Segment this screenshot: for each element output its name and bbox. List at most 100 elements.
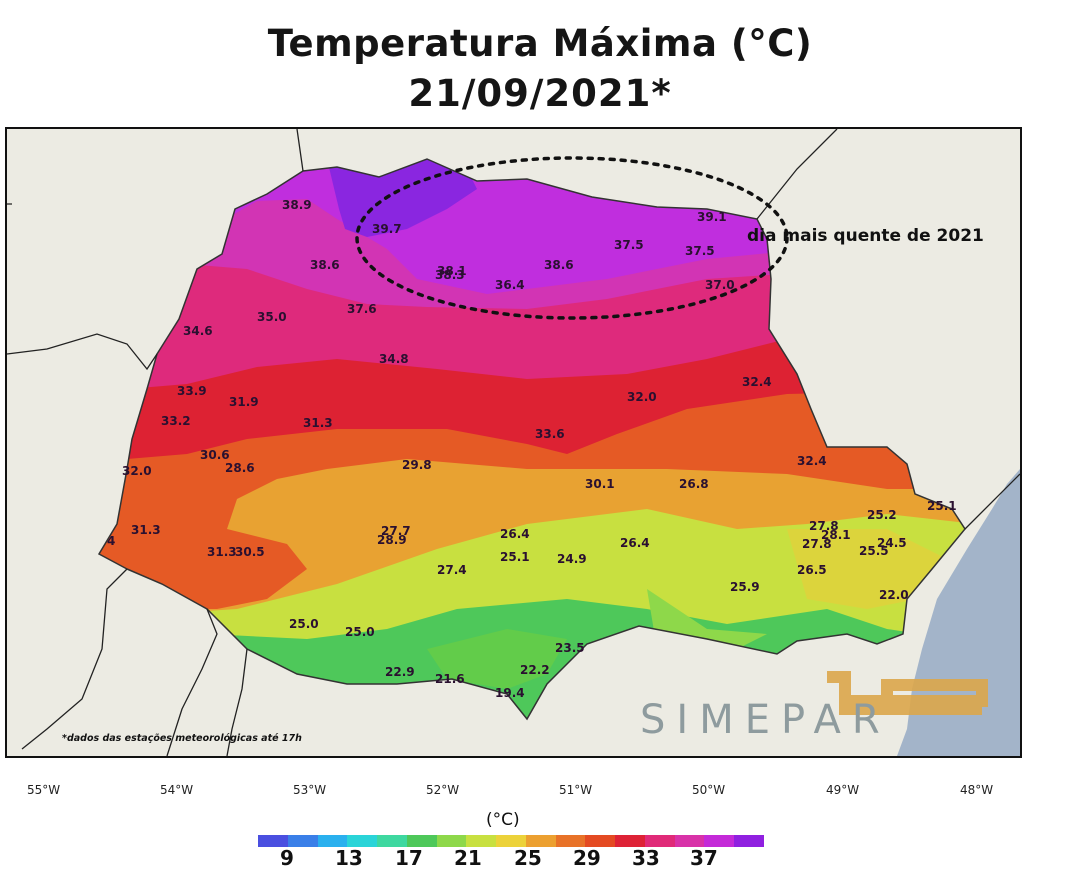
colorbar-tick: 9 bbox=[280, 846, 294, 870]
colorbar-swatch bbox=[525, 835, 556, 847]
map-date: 21/09/2021* bbox=[408, 72, 672, 115]
station-value: 30.6 bbox=[200, 448, 230, 462]
station-value: 27.7 bbox=[381, 524, 411, 538]
colorbar-tick: 37 bbox=[690, 846, 718, 870]
station-value: 4 bbox=[107, 534, 115, 548]
station-value: 26.4 bbox=[620, 536, 650, 550]
station-value: 38.3 bbox=[435, 268, 465, 282]
colorbar-tick: 21 bbox=[454, 846, 482, 870]
colorbar-swatch bbox=[377, 835, 407, 847]
station-value: 32.4 bbox=[742, 375, 772, 389]
station-value: 38.6 bbox=[310, 258, 340, 272]
station-value: 19.4 bbox=[495, 686, 525, 700]
simepar-logo-text: SIMEPAR bbox=[640, 697, 891, 743]
station-value: 30.1 bbox=[585, 477, 615, 491]
colorbar-swatch bbox=[406, 835, 437, 847]
colorbar-swatch bbox=[466, 835, 497, 847]
colorbar-tick: 17 bbox=[395, 846, 423, 870]
state-borders bbox=[7, 129, 1020, 756]
annotation-label: dia mais quente de 2021 bbox=[747, 226, 984, 246]
colorbar-swatch bbox=[585, 835, 616, 847]
station-value: 22.9 bbox=[385, 665, 415, 679]
station-value: 31.3 bbox=[131, 523, 161, 537]
lon-label: 49°W bbox=[826, 783, 860, 797]
station-value: 25.9 bbox=[730, 580, 760, 594]
station-value: 33.6 bbox=[535, 427, 565, 441]
colorbar-swatch bbox=[734, 835, 765, 847]
station-value: 31.3 bbox=[207, 545, 237, 559]
colorbar-swatch bbox=[644, 835, 675, 847]
colorbar-tick: 13 bbox=[335, 846, 363, 870]
temperature-bands bbox=[99, 159, 965, 719]
station-value: 34.8 bbox=[379, 352, 409, 366]
station-value: 22.0 bbox=[879, 588, 909, 602]
station-value: 25.0 bbox=[289, 617, 319, 631]
station-value: 21.6 bbox=[435, 672, 465, 686]
station-labels: 38.9 39.7 38.6 38.138.3 36.4 38.6 37.5 37.5 39.1… bbox=[107, 198, 957, 700]
station-value: 25.1 bbox=[500, 550, 530, 564]
map-frame: dia mais quente de 2021 38.9 39.7 38.6 38.1… bbox=[5, 127, 1022, 758]
lon-label: 52°W bbox=[426, 783, 460, 797]
lon-label: 54°W bbox=[160, 783, 194, 797]
station-value: 29.8 bbox=[402, 458, 432, 472]
station-value: 31.9 bbox=[229, 395, 259, 409]
station-value: 27.4 bbox=[437, 563, 467, 577]
station-value: 32.0 bbox=[122, 464, 152, 478]
simepar-logo-icon bbox=[827, 671, 988, 715]
station-value: 26.4 bbox=[500, 527, 530, 541]
station-value: 37.0 bbox=[705, 278, 735, 292]
station-value: 26.5 bbox=[797, 563, 827, 577]
colorbar-swatch bbox=[347, 835, 378, 847]
station-value: 38.6 bbox=[544, 258, 574, 272]
station-value: 33.2 bbox=[161, 414, 191, 428]
station-value: 25.2 bbox=[867, 508, 897, 522]
colorbar-swatch bbox=[615, 835, 645, 847]
lon-label: 53°W bbox=[293, 783, 327, 797]
station-value: 28.9 bbox=[377, 533, 407, 547]
colorbar-swatch bbox=[317, 835, 348, 847]
colorbar-swatch bbox=[704, 835, 735, 847]
station-value: 34.6 bbox=[183, 324, 213, 338]
parana-border bbox=[97, 158, 966, 721]
station-value: 25.0 bbox=[345, 625, 375, 639]
station-value: 28.1 bbox=[821, 528, 851, 542]
station-value: 24.5 bbox=[877, 536, 907, 550]
lon-label: 50°W bbox=[692, 783, 726, 797]
station-value: 38.9 bbox=[282, 198, 312, 212]
station-value: 26.8 bbox=[679, 477, 709, 491]
station-value: 22.2 bbox=[520, 663, 550, 677]
station-value: 23.5 bbox=[555, 641, 585, 655]
lon-label: 55°W bbox=[27, 783, 61, 797]
colorbar-tick: 33 bbox=[632, 846, 660, 870]
colorbar-unit: (°C) bbox=[486, 810, 520, 830]
colorbar-swatch bbox=[555, 835, 586, 847]
station-value: 37.6 bbox=[347, 302, 377, 316]
temperature-map: dia mais quente de 2021 38.9 39.7 38.6 38.1… bbox=[7, 129, 1020, 756]
colorbar bbox=[258, 835, 765, 847]
lon-label: 48°W bbox=[960, 783, 994, 797]
station-value: 27.8 bbox=[809, 519, 839, 533]
station-value: 27.8 bbox=[802, 537, 832, 551]
colorbar-tick: 29 bbox=[573, 846, 601, 870]
map-title: Temperatura Máxima (°C) bbox=[267, 22, 813, 65]
colorbar-swatch bbox=[436, 835, 467, 847]
station-value: 25.5 bbox=[859, 544, 889, 558]
station-value: 32.4 bbox=[797, 454, 827, 468]
station-value: 31.3 bbox=[303, 416, 333, 430]
station-value: 24.9 bbox=[557, 552, 587, 566]
lon-label: 51°W bbox=[559, 783, 593, 797]
colorbar-tick: 25 bbox=[514, 846, 542, 870]
station-value: 39.1 bbox=[697, 210, 727, 224]
colorbar-swatch bbox=[496, 835, 526, 847]
station-value: 35.0 bbox=[257, 310, 287, 324]
colorbar-swatch bbox=[674, 835, 705, 847]
footnote: *dados das estações meteorológicas até 1… bbox=[62, 733, 302, 744]
station-value: 37.5 bbox=[614, 238, 644, 252]
hottest-area-ellipse bbox=[355, 156, 789, 320]
station-value: 33.9 bbox=[177, 384, 207, 398]
station-value: 37.5 bbox=[685, 244, 715, 258]
station-value: 25.1 bbox=[927, 499, 957, 513]
station-value: 39.7 bbox=[372, 222, 402, 236]
colorbar-swatch bbox=[258, 835, 288, 847]
station-value: 28.6 bbox=[225, 461, 255, 475]
